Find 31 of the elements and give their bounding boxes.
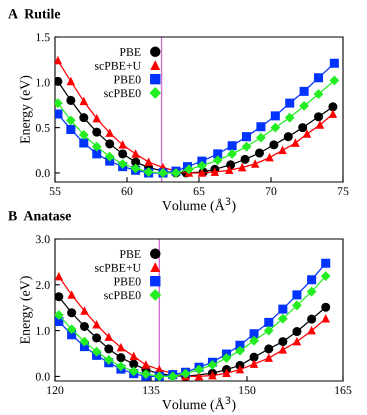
y-tick-label: 0.0 (36, 169, 50, 178)
x-tick-label: 165 (335, 386, 352, 394)
legend-label: PBE (120, 48, 141, 56)
legend-label: scPBE0 (104, 89, 141, 98)
y-tick-label: 3.0 (36, 235, 50, 244)
x-tick-label: 65 (194, 187, 204, 196)
legend-label: PBE0 (114, 75, 141, 84)
y-tick-label: 2.0 (36, 281, 50, 290)
x-axis-title: Volume (Å$^{3}$) (162, 198, 236, 214)
legend-label: scPBE0 (104, 291, 141, 300)
x-tick-label: 75 (338, 187, 348, 196)
x-tick-label: 70 (266, 187, 276, 196)
y-tick-label: 1.0 (36, 78, 50, 87)
legend-label: PBE (120, 250, 141, 258)
y-tick-label: 1.5 (36, 33, 50, 42)
y-axis-title: Energy (eV) (20, 276, 33, 344)
y-tick-label: 0.5 (36, 124, 50, 132)
x-tick-label: 60 (122, 187, 132, 196)
y-axis-title: Energy (eV) (20, 76, 33, 144)
y-tick-label: 1.0 (36, 326, 50, 335)
legend-label: scPBE+U (94, 264, 141, 272)
x-tick-label: 55 (50, 187, 60, 196)
x-tick-label: 135 (143, 386, 160, 394)
legend-label: scPBE+U (94, 62, 141, 70)
x-axis-title: Volume (Å$^{3}$) (162, 396, 236, 412)
chart-title: B Anatase (8, 211, 71, 220)
x-tick-label: 150 (239, 386, 256, 394)
x-tick-label: 120 (47, 386, 64, 394)
legend-label: PBE0 (114, 277, 141, 286)
chart-title: A Rutile (8, 8, 60, 19)
y-tick-label: 0.0 (36, 372, 50, 381)
